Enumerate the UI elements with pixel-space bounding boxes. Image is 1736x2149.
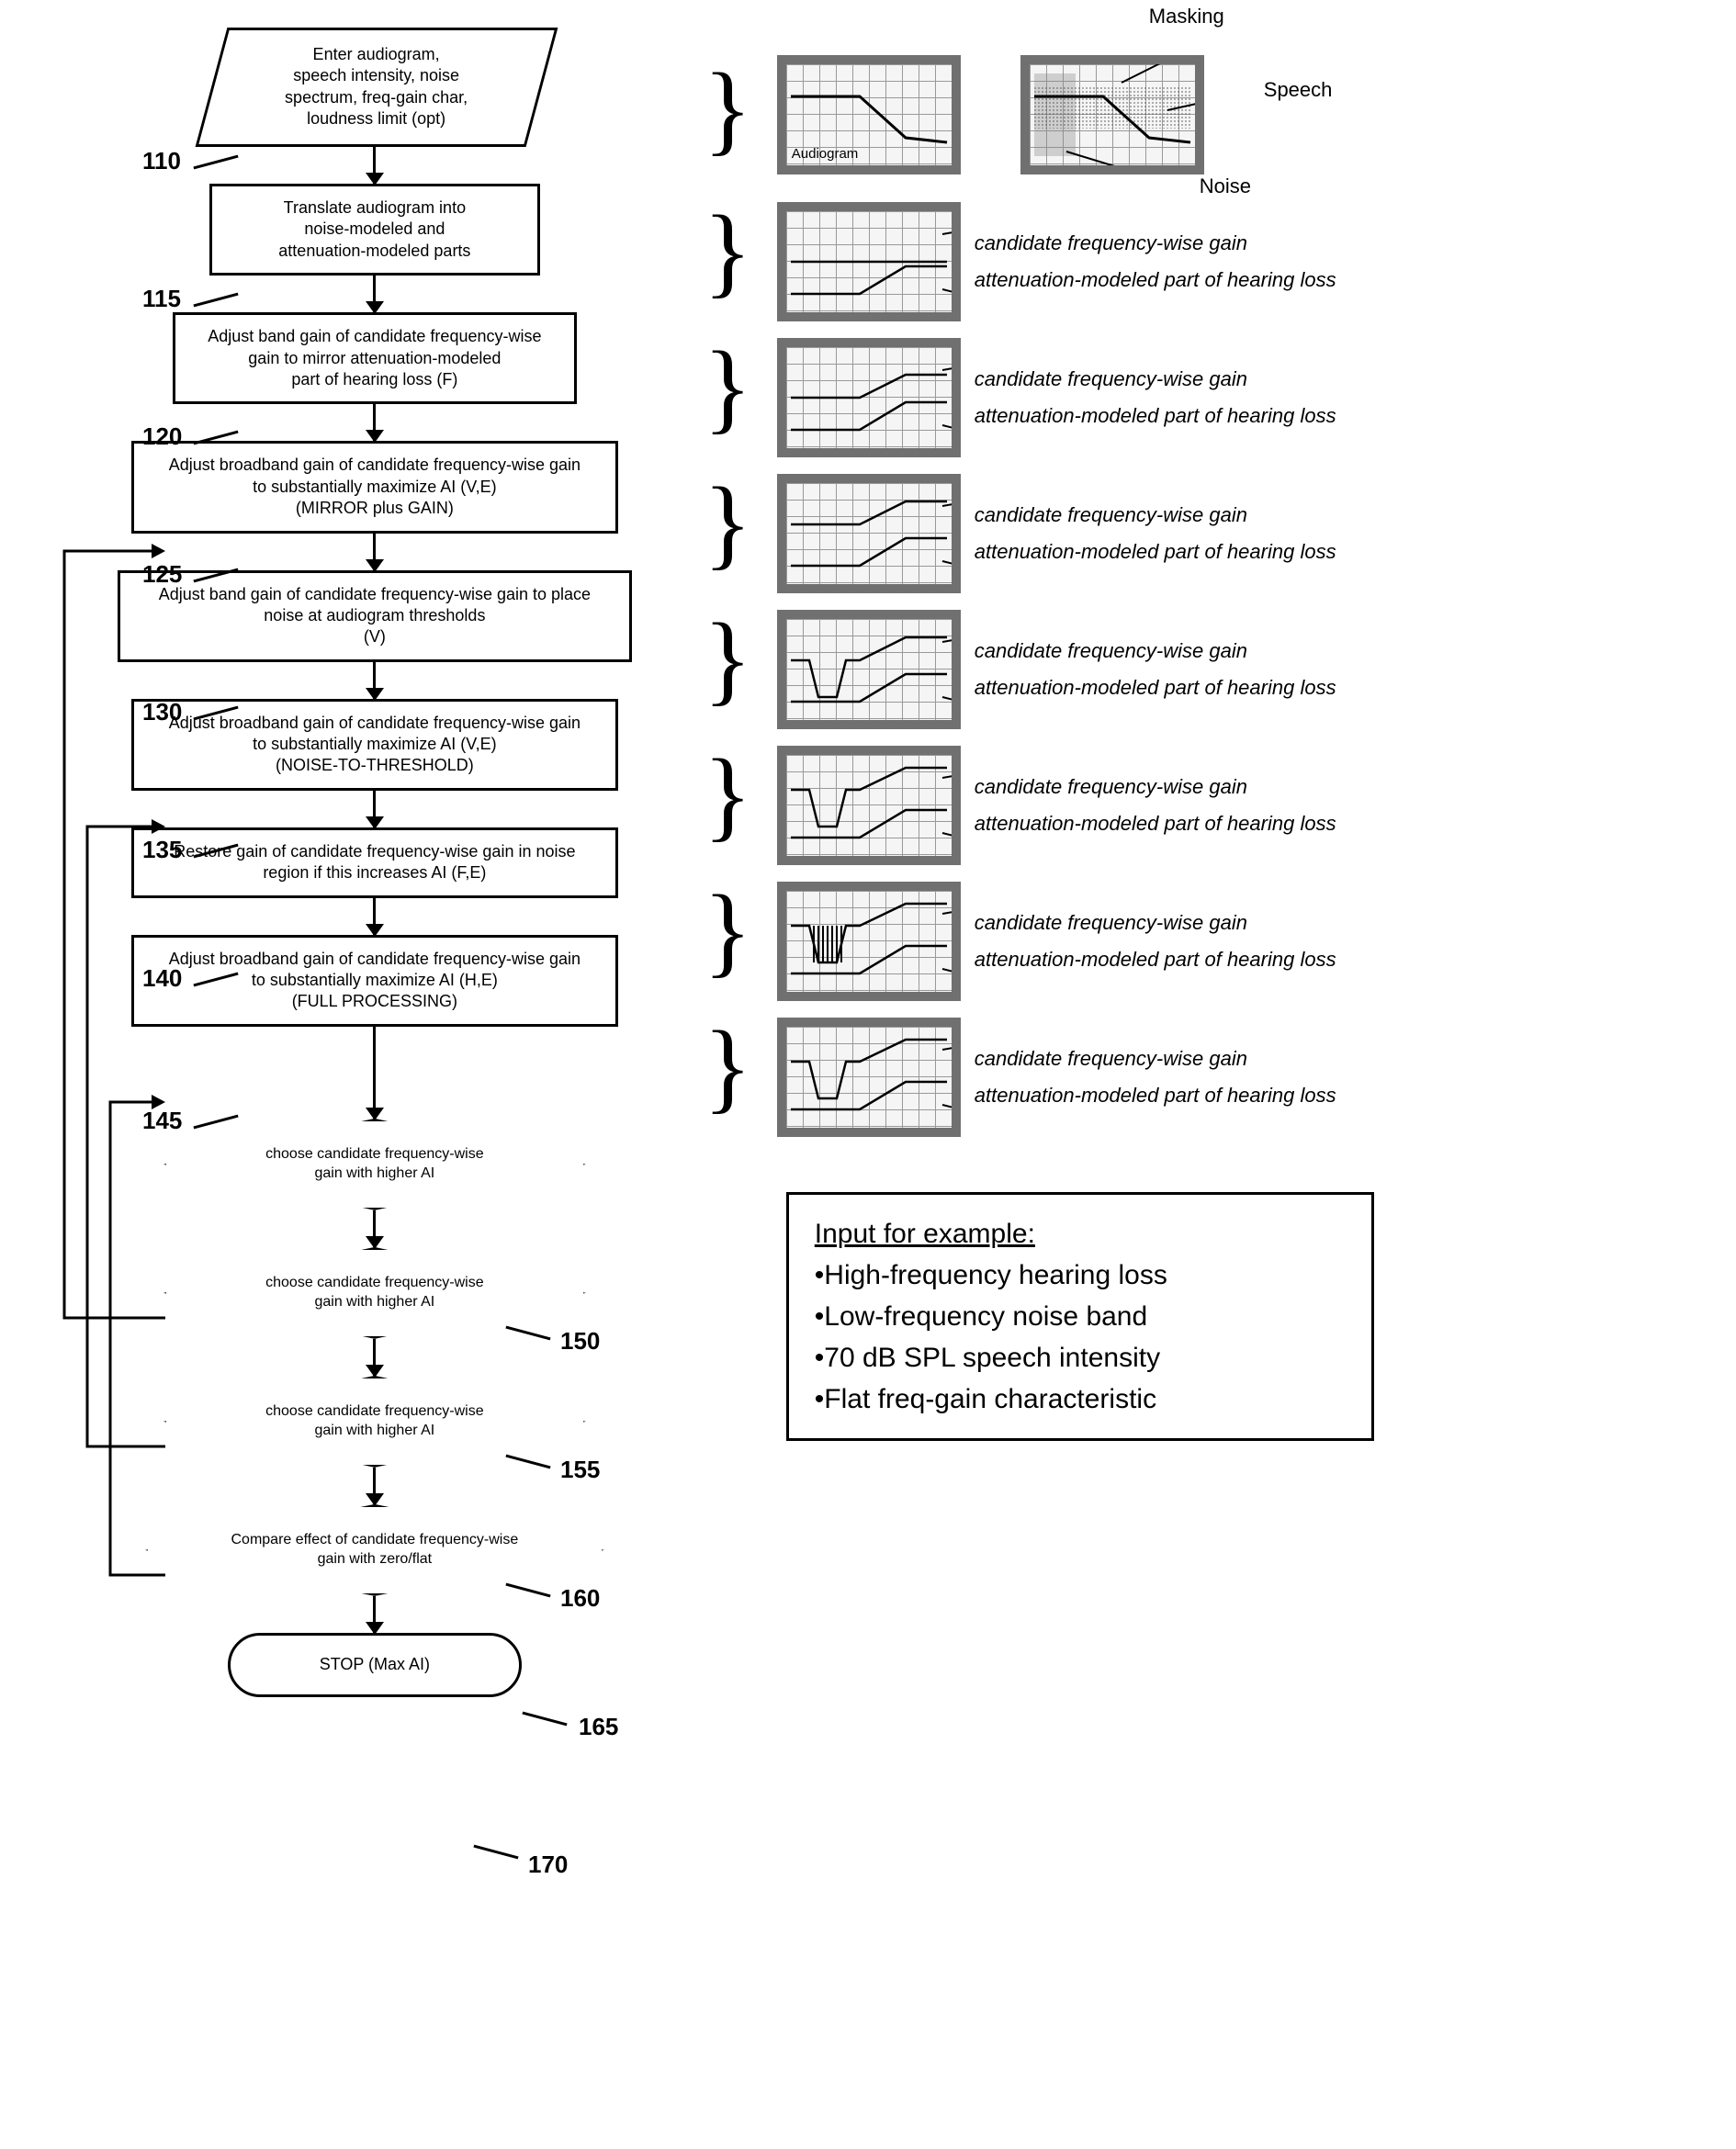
- node-125: Adjust broadband gain of candidate frequ…: [131, 441, 618, 533]
- label-audiogram: Audiogram: [792, 146, 859, 162]
- mini-graph-6: [777, 1018, 961, 1137]
- upper-label: candidate frequency-wise gain: [975, 905, 1336, 941]
- side-graphs-container: } candidate frequency-wise gain attenuat…: [750, 202, 1718, 1137]
- lower-label: attenuation-modeled part of hearing loss: [975, 805, 1336, 842]
- arrow-1: [373, 147, 376, 184]
- node-170: STOP (Max AI): [228, 1633, 522, 1697]
- tick-165: [522, 1712, 567, 1727]
- upper-label: candidate frequency-wise gain: [975, 497, 1336, 534]
- graph-labels-5: candidate frequency-wise gain attenuatio…: [975, 905, 1336, 977]
- arrow-7: [373, 898, 376, 935]
- node-165: Compare effect of candidate frequency-wi…: [145, 1504, 604, 1596]
- mini-graph-1: [777, 338, 961, 457]
- node-120: Adjust band gain of candidate frequency-…: [173, 312, 577, 404]
- side-graph-row-2: } candidate frequency-wise gain attenuat…: [750, 474, 1718, 593]
- graph-speech-noise: [1020, 55, 1204, 174]
- arrow-9: [373, 1210, 376, 1247]
- node-145: Adjust broadband gain of candidate frequ…: [131, 935, 618, 1027]
- ref-110: 110: [142, 147, 181, 175]
- graph-labels-1: candidate frequency-wise gain attenuatio…: [975, 361, 1336, 433]
- node-110: Enter audiogram,speech intensity, noises…: [211, 28, 542, 147]
- ref-165: 165: [579, 1713, 618, 1741]
- lower-label: attenuation-modeled part of hearing loss: [975, 1077, 1336, 1114]
- arrow-2: [373, 276, 376, 312]
- side-graph-row-4: } candidate frequency-wise gain attenuat…: [750, 746, 1718, 865]
- arrow-5: [373, 662, 376, 699]
- upper-label: candidate frequency-wise gain: [975, 225, 1336, 262]
- lower-label: attenuation-modeled part of hearing loss: [975, 941, 1336, 978]
- mini-graph-4: [777, 746, 961, 865]
- graph-audiogram: Audiogram: [777, 55, 961, 174]
- side-graph-row-6: } candidate frequency-wise gain attenuat…: [750, 1018, 1718, 1137]
- label-noise: Noise: [1200, 174, 1251, 198]
- ref-170: 170: [528, 1851, 568, 1879]
- input-item-2: •70 dB SPL speech intensity: [815, 1337, 1346, 1378]
- upper-label: candidate frequency-wise gain: [975, 1041, 1336, 1077]
- arrow-10: [373, 1339, 376, 1376]
- tick-115: [193, 293, 238, 308]
- arrow-6: [373, 791, 376, 827]
- input-item-3: •Flat freq-gain characteristic: [815, 1378, 1346, 1420]
- mini-graph-2: [777, 474, 961, 593]
- label-masking: Masking: [1149, 5, 1224, 28]
- arrow-11: [373, 1468, 376, 1504]
- graph-labels-6: candidate frequency-wise gain attenuatio…: [975, 1041, 1336, 1113]
- graph-labels-4: candidate frequency-wise gain attenuatio…: [975, 769, 1336, 841]
- node-140: Restore gain of candidate frequency-wise…: [131, 827, 618, 898]
- mini-graph-0: [777, 202, 961, 321]
- arrow-8: [373, 1027, 376, 1119]
- tick-170: [473, 1845, 518, 1860]
- top-graph-row: } Audiogram: [750, 55, 1718, 174]
- lower-label: attenuation-modeled part of hearing loss: [975, 534, 1336, 570]
- diagram-root: Enter audiogram,speech intensity, noises…: [18, 28, 1718, 1697]
- side-graph-row-0: } candidate frequency-wise gain attenuat…: [750, 202, 1718, 321]
- node-130: Adjust band gain of candidate frequency-…: [118, 570, 632, 662]
- side-graph-row-3: } candidate frequency-wise gain attenuat…: [750, 610, 1718, 729]
- node-135: Adjust broadband gain of candidate frequ…: [131, 699, 618, 791]
- mini-graph-3: [777, 610, 961, 729]
- graphs-column: Masking Speech Noise } Audiogram: [750, 28, 1718, 1697]
- lower-label: attenuation-modeled part of hearing loss: [975, 669, 1336, 706]
- tick-110: [193, 155, 238, 170]
- input-example-title: Input for example:: [815, 1213, 1346, 1255]
- node-115: Translate audiogram intonoise-modeled an…: [209, 184, 540, 276]
- graph-labels-3: candidate frequency-wise gain attenuatio…: [975, 633, 1336, 705]
- side-graph-row-1: } candidate frequency-wise gain attenuat…: [750, 338, 1718, 457]
- lower-label: attenuation-modeled part of hearing loss: [975, 398, 1336, 434]
- lower-label: attenuation-modeled part of hearing loss: [975, 262, 1336, 298]
- upper-label: candidate frequency-wise gain: [975, 361, 1336, 398]
- node-160: choose candidate frequency-wisegain with…: [163, 1376, 586, 1468]
- side-graph-row-5: } candidate frequency-wise gain attenuat…: [750, 882, 1718, 1001]
- graph-labels-0: candidate frequency-wise gain attenuatio…: [975, 225, 1336, 298]
- node-150: choose candidate frequency-wisegain with…: [163, 1119, 586, 1210]
- flowchart-column: Enter audiogram,speech intensity, noises…: [18, 28, 731, 1697]
- arrow-12: [373, 1596, 376, 1633]
- arrow-4: [373, 534, 376, 570]
- upper-label: candidate frequency-wise gain: [975, 633, 1336, 669]
- input-item-0: •High-frequency hearing loss: [815, 1255, 1346, 1296]
- mini-graph-5: [777, 882, 961, 1001]
- graph-labels-2: candidate frequency-wise gain attenuatio…: [975, 497, 1336, 569]
- node-110-text: Enter audiogram,speech intensity, noises…: [276, 35, 477, 140]
- input-item-1: •Low-frequency noise band: [815, 1296, 1346, 1337]
- node-155: choose candidate frequency-wisegain with…: [163, 1247, 586, 1339]
- upper-label: candidate frequency-wise gain: [975, 769, 1336, 805]
- ref-115: 115: [142, 285, 181, 313]
- arrow-3: [373, 404, 376, 441]
- input-example-box: Input for example: •High-frequency heari…: [786, 1192, 1374, 1441]
